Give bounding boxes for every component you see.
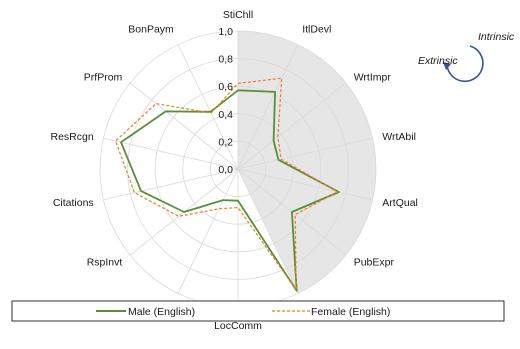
grid-spoke bbox=[177, 168, 239, 294]
grid-spoke bbox=[237, 44, 299, 170]
grid-spoke bbox=[237, 168, 299, 294]
direction-annotation: Intrinsic Extrinsic bbox=[418, 31, 515, 83]
series-line-male-english bbox=[120, 89, 340, 292]
grid-spoke bbox=[237, 137, 373, 170]
r-tick-label: 0,2 bbox=[218, 136, 233, 148]
legend-box bbox=[11, 300, 505, 322]
r-tick-label: 1,0 bbox=[218, 26, 233, 38]
grid-spoke bbox=[237, 82, 347, 170]
category-label-pubexpr: PubExpr bbox=[354, 256, 395, 268]
shaded-sector bbox=[238, 31, 376, 294]
radar-grid bbox=[99, 30, 377, 308]
category-label-wrtimpr: WrtImpr bbox=[354, 72, 392, 84]
legend: Male (English) Female (English) bbox=[11, 300, 505, 322]
category-label-itldevl: ItlDevl bbox=[302, 24, 331, 36]
annotation-intrinsic: Intrinsic bbox=[478, 31, 515, 43]
category-label-rspinvt: RspInvt bbox=[87, 256, 123, 268]
grid-spoke bbox=[237, 168, 373, 201]
r-tick-label: 0,8 bbox=[218, 54, 233, 66]
series-layer bbox=[114, 77, 340, 292]
annotation-extrinsic: Extrinsic bbox=[418, 55, 458, 67]
grid-spoke bbox=[103, 168, 239, 201]
category-label-wrtabil: WrtAbil bbox=[382, 131, 416, 143]
r-tick-label: 0,6 bbox=[218, 81, 233, 93]
r-tick-labels: 0,0 0,2 0,4 0,6 0,8 1,0 bbox=[218, 26, 233, 176]
grid-spoke bbox=[177, 44, 239, 170]
series-line-female-english bbox=[114, 77, 339, 291]
category-label-prfprom: PrfProm bbox=[84, 72, 123, 84]
r-tick-label: 0,4 bbox=[218, 109, 233, 121]
category-label-stichll: StiChll bbox=[223, 9, 253, 21]
grid-spoke bbox=[103, 137, 239, 170]
category-label-resrcgn: ResRcgn bbox=[51, 131, 94, 143]
circular-arrow-icon bbox=[446, 45, 484, 83]
category-label-citations: Citations bbox=[53, 197, 94, 209]
highlight-sector bbox=[238, 31, 376, 294]
grid-spoke bbox=[129, 82, 239, 170]
legend-label-female: Female (English) bbox=[311, 306, 390, 318]
legend-label-male: Male (English) bbox=[128, 306, 195, 318]
arrow-head-icon bbox=[443, 62, 451, 70]
r-tick-label: 0,0 bbox=[218, 164, 233, 176]
category-label-loccomm: LocComm bbox=[214, 320, 262, 332]
category-label-bonpaym: BonPaym bbox=[128, 24, 174, 36]
category-label-artqual: ArtQual bbox=[382, 197, 418, 209]
